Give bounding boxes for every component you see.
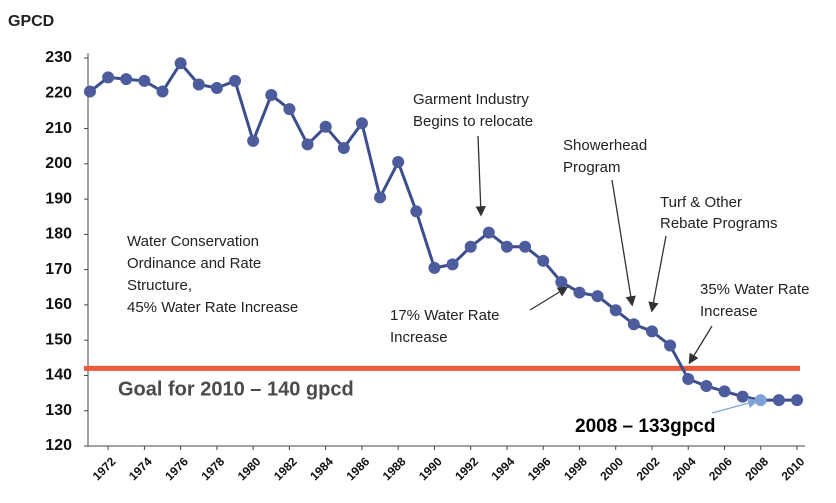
marker bbox=[120, 73, 133, 86]
x-tick-label: 1994 bbox=[489, 454, 518, 483]
annotation: Garment Industry bbox=[413, 91, 529, 108]
x-tick-label: 2000 bbox=[597, 454, 626, 483]
marker bbox=[102, 71, 115, 84]
annotation: 45% Water Rate Increase bbox=[127, 299, 298, 316]
marker bbox=[664, 339, 677, 352]
marker bbox=[645, 325, 658, 338]
x-tick-label: 1984 bbox=[307, 454, 336, 483]
x-tick-label: 1982 bbox=[271, 454, 300, 483]
marker bbox=[500, 240, 513, 253]
marker bbox=[410, 205, 423, 218]
y-tick-label: 160 bbox=[45, 296, 72, 313]
y-tick-label: 220 bbox=[45, 84, 72, 101]
annotation: Structure, bbox=[127, 277, 192, 294]
annotation-arrow bbox=[529, 286, 569, 311]
marker bbox=[319, 120, 332, 133]
annotation-arrow bbox=[711, 398, 759, 414]
marker bbox=[428, 261, 441, 274]
marker bbox=[772, 394, 785, 407]
line bbox=[89, 60, 797, 402]
x-tick-label: 2006 bbox=[706, 454, 735, 483]
x-tick-label: 1998 bbox=[561, 454, 590, 483]
annotation: Increase bbox=[700, 303, 758, 320]
annotation-arrow bbox=[475, 135, 486, 217]
marker bbox=[555, 275, 568, 288]
y-tick-label: 130 bbox=[45, 402, 72, 419]
marker bbox=[736, 390, 749, 403]
marker bbox=[138, 74, 151, 87]
marker bbox=[337, 141, 350, 154]
annotation: Showerhead bbox=[563, 137, 647, 154]
annotation: 17% Water Rate bbox=[390, 307, 500, 324]
marker bbox=[464, 240, 477, 253]
x-tick-label: 1990 bbox=[416, 454, 445, 483]
marker bbox=[519, 240, 532, 253]
annotation: 35% Water Rate bbox=[700, 281, 810, 298]
x-tick-label: 2004 bbox=[670, 454, 699, 483]
x-tick-label: 1972 bbox=[90, 454, 119, 483]
x-tick-label: 1976 bbox=[162, 454, 191, 483]
x-tick-label: 2002 bbox=[634, 454, 663, 483]
marker bbox=[609, 304, 622, 317]
y-tick-label: 120 bbox=[45, 437, 72, 454]
x-tick-label: 1978 bbox=[198, 454, 227, 483]
annotation: Ordinance and Rate bbox=[127, 255, 261, 272]
y-tick-label: 230 bbox=[45, 49, 72, 66]
marker bbox=[192, 78, 205, 91]
annotation: Begins to relocate bbox=[413, 113, 533, 130]
annotation: Rebate Programs bbox=[660, 215, 778, 232]
marker bbox=[374, 191, 387, 204]
x-tick-label: 1986 bbox=[344, 454, 373, 483]
x-tick-label: 1974 bbox=[126, 454, 155, 483]
marker bbox=[573, 286, 586, 299]
goal-label: Goal for 2010 – 140 gpcd bbox=[118, 378, 354, 400]
y-tick-label: 190 bbox=[45, 190, 72, 207]
annotation: Water Conservation bbox=[127, 233, 259, 250]
x-tick-label: 1992 bbox=[452, 454, 481, 483]
marker bbox=[247, 134, 260, 147]
marker bbox=[283, 103, 296, 116]
marker bbox=[627, 318, 640, 331]
marker bbox=[229, 74, 242, 87]
y-tick-label: 140 bbox=[45, 367, 72, 384]
annotation: Turf & Other bbox=[660, 194, 742, 211]
y-tick-label: 210 bbox=[45, 120, 72, 137]
marker bbox=[210, 81, 223, 94]
y-tick-label: 180 bbox=[45, 226, 72, 243]
y-tick-label: 170 bbox=[45, 261, 72, 278]
marker bbox=[156, 85, 169, 98]
x-tick-label: 1996 bbox=[525, 454, 554, 483]
marker bbox=[174, 57, 187, 70]
marker bbox=[700, 380, 713, 393]
marker bbox=[392, 156, 405, 169]
annotation-arrow bbox=[688, 325, 713, 365]
marker bbox=[265, 89, 278, 102]
y-tick-label: 200 bbox=[45, 155, 72, 172]
x-tick-label: 1988 bbox=[380, 454, 409, 483]
x-tick-label: 2010 bbox=[779, 454, 808, 483]
x-tick-label: 2008 bbox=[742, 454, 771, 483]
annotation-arrow bbox=[611, 179, 636, 307]
marker bbox=[446, 258, 459, 271]
marker bbox=[718, 385, 731, 398]
marker bbox=[301, 138, 314, 151]
marker bbox=[754, 394, 767, 407]
marker bbox=[84, 85, 96, 98]
annotation: 2008 – 133gpcd bbox=[575, 416, 715, 437]
y-axis-label: GPCD bbox=[8, 13, 54, 30]
annotation-arrow bbox=[648, 235, 667, 313]
marker bbox=[591, 290, 604, 303]
marker bbox=[682, 372, 695, 385]
y-tick-label: 150 bbox=[45, 331, 72, 348]
annotation: Program bbox=[563, 159, 621, 176]
marker bbox=[355, 117, 368, 130]
annotation: Increase bbox=[390, 329, 448, 346]
marker bbox=[537, 254, 550, 267]
x-tick-label: 1980 bbox=[235, 454, 264, 483]
marker bbox=[482, 226, 495, 239]
marker bbox=[791, 394, 803, 407]
